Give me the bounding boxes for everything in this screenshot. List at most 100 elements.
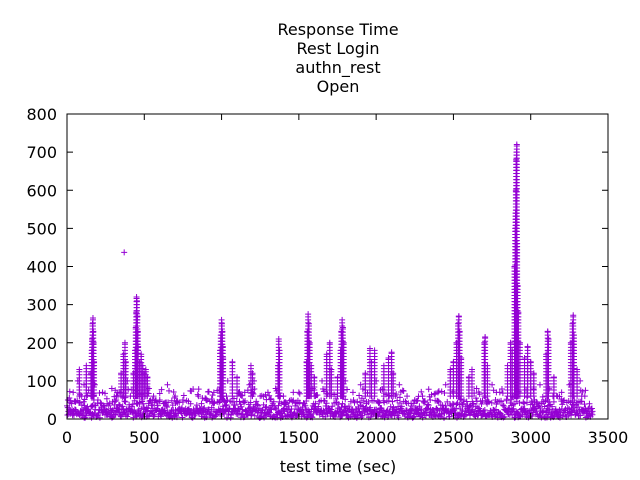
data-point xyxy=(66,388,73,395)
y-tick-label: 700 xyxy=(26,143,57,162)
data-point xyxy=(482,335,489,342)
data-point xyxy=(570,313,577,320)
y-tick-label: 0 xyxy=(47,410,57,429)
x-tick-label: 500 xyxy=(129,428,160,447)
data-point xyxy=(575,404,582,411)
data-point xyxy=(434,389,441,396)
data-point xyxy=(396,394,403,401)
data-point xyxy=(133,298,140,305)
y-tick-label: 100 xyxy=(26,372,57,391)
data-point xyxy=(586,400,593,407)
data-point xyxy=(179,396,186,403)
data-point xyxy=(342,377,349,384)
data-point xyxy=(306,341,313,348)
data-point xyxy=(96,389,103,396)
data-point xyxy=(266,392,273,399)
data-point xyxy=(536,381,543,388)
data-point xyxy=(138,405,145,412)
data-point xyxy=(326,407,333,414)
data-point xyxy=(588,405,595,412)
data-point xyxy=(485,398,492,405)
chart-title: Response Time Rest Login authn_rest Open xyxy=(277,20,398,96)
data-point xyxy=(139,396,146,403)
data-point xyxy=(581,393,588,400)
data-point xyxy=(478,401,485,408)
data-point xyxy=(89,316,96,323)
data-point xyxy=(267,396,274,403)
data-point xyxy=(343,411,350,418)
data-point xyxy=(208,395,215,402)
data-point xyxy=(466,403,473,410)
title-line-3: authn_rest xyxy=(295,58,380,78)
data-point xyxy=(64,404,71,411)
data-point xyxy=(205,388,212,395)
data-point xyxy=(72,398,79,405)
data-point xyxy=(524,399,531,406)
data-point xyxy=(414,397,421,404)
data-point xyxy=(142,368,149,375)
data-point xyxy=(550,398,557,405)
data-point xyxy=(249,371,256,378)
data-point xyxy=(236,410,243,417)
data-point xyxy=(91,359,98,366)
data-point xyxy=(151,411,158,418)
data-point xyxy=(526,407,533,414)
data-point xyxy=(268,395,275,402)
data-point xyxy=(195,393,202,400)
data-point xyxy=(67,408,74,415)
data-point xyxy=(496,389,503,396)
data-point xyxy=(527,359,534,366)
data-point xyxy=(187,400,194,407)
data-point xyxy=(456,329,463,336)
data-point xyxy=(442,381,449,388)
x-axis-label: test time (sec) xyxy=(280,457,397,476)
data-point xyxy=(76,368,83,375)
data-point xyxy=(458,356,465,363)
data-point xyxy=(78,402,85,409)
data-point xyxy=(536,404,543,411)
data-point xyxy=(83,365,90,372)
data-point xyxy=(180,392,187,399)
data-point xyxy=(311,374,318,381)
data-point xyxy=(568,412,575,419)
data-point xyxy=(288,406,295,413)
data-point xyxy=(577,412,584,419)
data-point xyxy=(168,397,175,404)
data-point xyxy=(381,399,388,406)
data-point xyxy=(156,396,163,403)
data-point xyxy=(179,414,186,421)
data-point xyxy=(195,386,202,393)
data-point xyxy=(219,403,226,410)
data-point xyxy=(241,389,248,396)
data-point xyxy=(514,409,521,416)
data-point xyxy=(145,385,152,392)
data-point xyxy=(138,353,145,360)
data-point xyxy=(83,412,90,419)
data-point xyxy=(559,412,566,419)
data-point xyxy=(305,313,312,320)
data-point xyxy=(90,329,97,336)
data-point xyxy=(492,406,499,413)
data-point xyxy=(491,407,498,414)
data-point xyxy=(134,313,141,320)
data-point xyxy=(194,391,201,398)
data-point xyxy=(291,409,298,416)
x-tick-label: 1500 xyxy=(278,428,319,447)
data-point xyxy=(498,385,505,392)
data-point xyxy=(108,414,115,421)
data-point xyxy=(109,398,116,405)
x-tick-label: 1000 xyxy=(201,428,242,447)
data-point xyxy=(473,385,480,392)
data-point xyxy=(116,402,123,409)
data-point xyxy=(247,399,254,406)
data-point xyxy=(329,403,336,410)
data-point xyxy=(425,402,432,409)
data-point xyxy=(229,359,236,366)
data-point xyxy=(165,399,172,406)
data-point xyxy=(91,381,98,388)
data-point xyxy=(479,397,486,404)
data-point xyxy=(150,393,157,400)
data-point xyxy=(545,409,552,416)
data-point xyxy=(81,396,88,403)
data-point xyxy=(233,410,240,417)
